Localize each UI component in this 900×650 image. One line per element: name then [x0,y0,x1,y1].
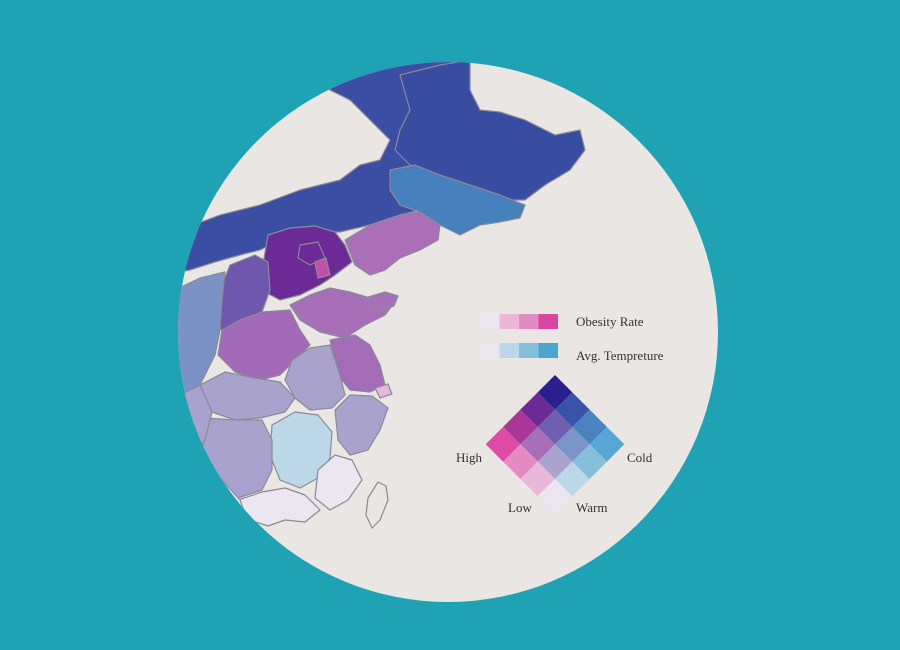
obesity-swatch-3 [519,314,539,329]
obesity-swatches [480,314,558,329]
obesity-swatch-2 [500,314,520,329]
axis-label-cold: Cold [627,450,652,466]
temperature-swatch-2 [500,343,520,358]
axis-label-low: Low [508,500,532,516]
axis-label-high: High [456,450,482,466]
region-chongqing [158,385,212,460]
obesity-swatch-1 [480,314,500,329]
avg-temperature-label: Avg. Tempreture [576,348,663,364]
axis-label-warm: Warm [576,500,607,516]
temperature-swatch-3 [519,343,539,358]
obesity-rate-label: Obesity Rate [576,314,644,330]
region-hunan [202,418,272,498]
obesity-swatch-4 [539,314,559,329]
temperature-swatches [480,343,558,358]
temperature-swatch-4 [539,343,559,358]
temperature-swatch-1 [480,343,500,358]
